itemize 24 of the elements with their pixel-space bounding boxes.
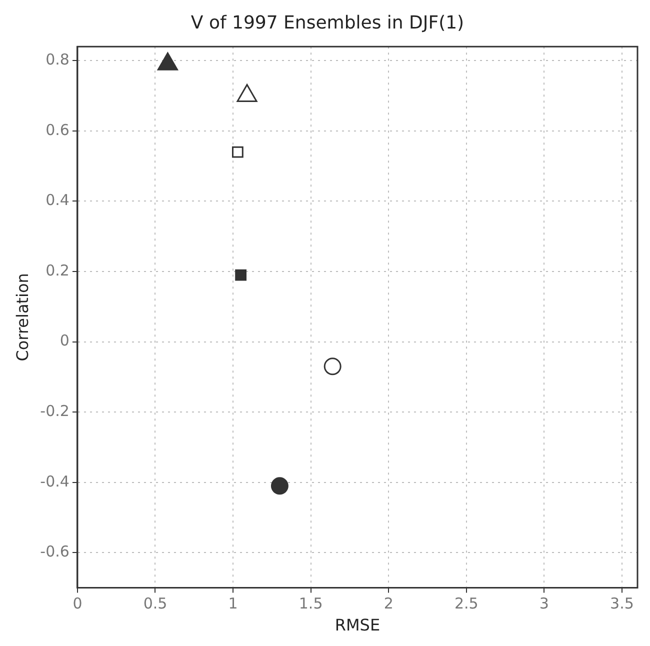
x-tick-label: 0.5	[143, 594, 168, 613]
y-axis-title: Correlation	[12, 273, 32, 362]
chart-title: V of 1997 Ensembles in DJF(1)	[190, 12, 464, 34]
y-tick-label: 0.4	[46, 191, 70, 210]
y-tick-label: -0.2	[40, 402, 70, 420]
y-tick-label: -0.6	[40, 542, 70, 561]
x-tick-label: 1	[228, 594, 238, 613]
y-tick-label: 0	[60, 332, 70, 350]
point	[235, 269, 247, 281]
point	[270, 477, 288, 495]
y-tick-label: 0.8	[46, 50, 70, 69]
point	[324, 358, 342, 376]
x-tick-label: 1.5	[298, 594, 323, 613]
y-tick-label: 0.6	[46, 120, 70, 139]
x-tick-label: 0	[72, 594, 82, 613]
x-axis-title: RMSE	[334, 616, 380, 635]
x-tick-label: 2.5	[454, 594, 478, 613]
x-tick-label: 2	[384, 594, 394, 613]
point	[236, 84, 258, 102]
point	[157, 52, 178, 70]
x-tick-label: 3.5	[610, 594, 634, 613]
x-tick-label: 3	[539, 594, 549, 613]
y-tick-label: -0.4	[40, 472, 70, 490]
y-tick-label: 0.2	[46, 261, 70, 280]
